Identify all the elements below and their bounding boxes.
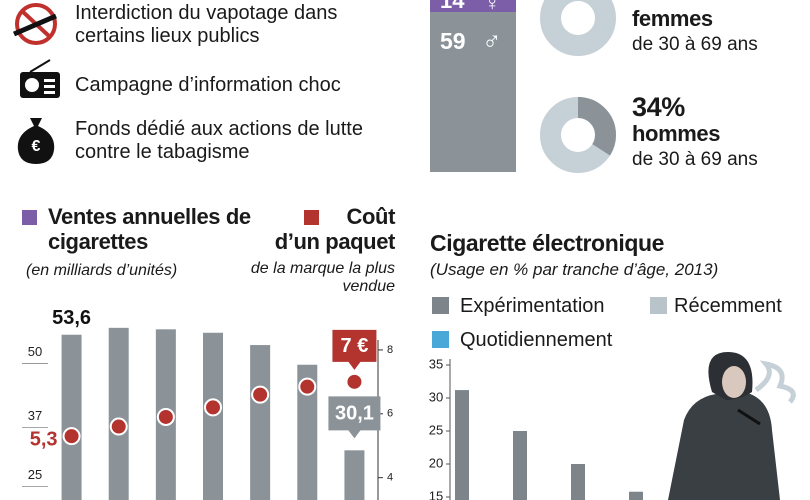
donut-ring: [540, 0, 616, 56]
donut-value: 34%: [632, 92, 685, 122]
y-tick-label: 25: [429, 422, 443, 437]
men-count: 59: [440, 28, 466, 54]
bar: [250, 345, 271, 500]
measure: Interdiction du vapotage dans certains l…: [75, 2, 338, 47]
y-tick-label: 50: [28, 344, 42, 359]
icon-money-bag: €: [17, 118, 55, 164]
legend-marker: [432, 297, 449, 314]
value-label: 53,6: [52, 307, 91, 329]
callout: [328, 396, 381, 439]
svg-text:€: €: [32, 138, 41, 155]
legend-marker: [432, 331, 449, 348]
y2-tick-label: 6: [387, 408, 393, 420]
icon-radio: [20, 59, 60, 98]
chart-title: Cigarette électronique: [430, 230, 665, 256]
stats-box-women: [430, 0, 516, 12]
legend-label: Récemment: [674, 295, 782, 317]
y-tick-label: 30: [429, 389, 443, 404]
legend-label: Expérimentation: [460, 295, 605, 317]
value-label: 7 €: [341, 335, 369, 357]
y2-tick-label: 4: [387, 472, 393, 484]
y-tick-label: 35: [429, 356, 443, 371]
y-tick-label: 25: [28, 467, 42, 482]
bar: [513, 431, 527, 500]
women-symbol: ♀: [484, 0, 501, 15]
bar: [629, 491, 643, 500]
y-tick-label: 37: [28, 408, 42, 423]
donut-label: femmes: [632, 6, 713, 31]
illustration: [668, 352, 796, 500]
bar: [108, 327, 129, 500]
chart-subtitle: (Usage en % par tranche d’âge, 2013): [430, 260, 719, 279]
legend-label: Ventes annuelles de cigarettes: [48, 204, 251, 255]
line-point: [109, 417, 128, 436]
legend-label: Coût d’un paquet: [274, 204, 396, 255]
donut-slice: [540, 97, 616, 173]
series-subtitle: de la marque la plus vendue: [250, 260, 395, 296]
donut-detail: de 30 à 69 ans: [632, 34, 758, 55]
bar: [455, 390, 469, 500]
bar: [61, 334, 82, 500]
donut-label: hommes: [632, 121, 721, 146]
measure: Campagne d’information choc: [75, 74, 341, 96]
legend-marker: [650, 297, 667, 314]
legend-marker: [304, 210, 319, 225]
line-point: [251, 385, 270, 404]
bar: [571, 464, 585, 500]
line-point: [62, 427, 81, 446]
y-tick-label: 15: [429, 488, 443, 500]
line-point: [156, 407, 175, 426]
stats-box: [430, 0, 516, 172]
line-point: [298, 377, 317, 396]
donut-detail: de 30 à 69 ans: [632, 149, 758, 170]
y-tick-label: 20: [429, 455, 443, 470]
callout: [332, 329, 377, 370]
men-symbol: ♂: [482, 26, 502, 56]
value-label: 30,1: [335, 403, 374, 425]
line-point: [345, 372, 364, 391]
value-label: 5,3: [30, 428, 58, 450]
measure: Fonds dédié aux actions de lutte contre …: [75, 118, 363, 163]
legend-marker: [22, 210, 37, 225]
icon-no-vape: [13, 3, 57, 45]
line-point: [204, 398, 222, 417]
bar: [297, 364, 318, 500]
bar: [344, 450, 365, 500]
legend-label: Quotidiennement: [460, 329, 613, 351]
y2-tick-label: 8: [387, 344, 393, 356]
women-count: 14: [440, 0, 465, 13]
series-subtitle: (en milliards d’unités): [26, 262, 178, 279]
